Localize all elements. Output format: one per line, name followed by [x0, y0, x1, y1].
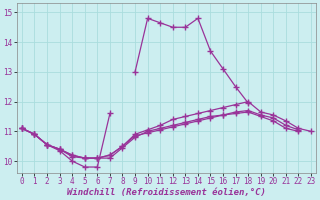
X-axis label: Windchill (Refroidissement éolien,°C): Windchill (Refroidissement éolien,°C)	[67, 188, 266, 197]
